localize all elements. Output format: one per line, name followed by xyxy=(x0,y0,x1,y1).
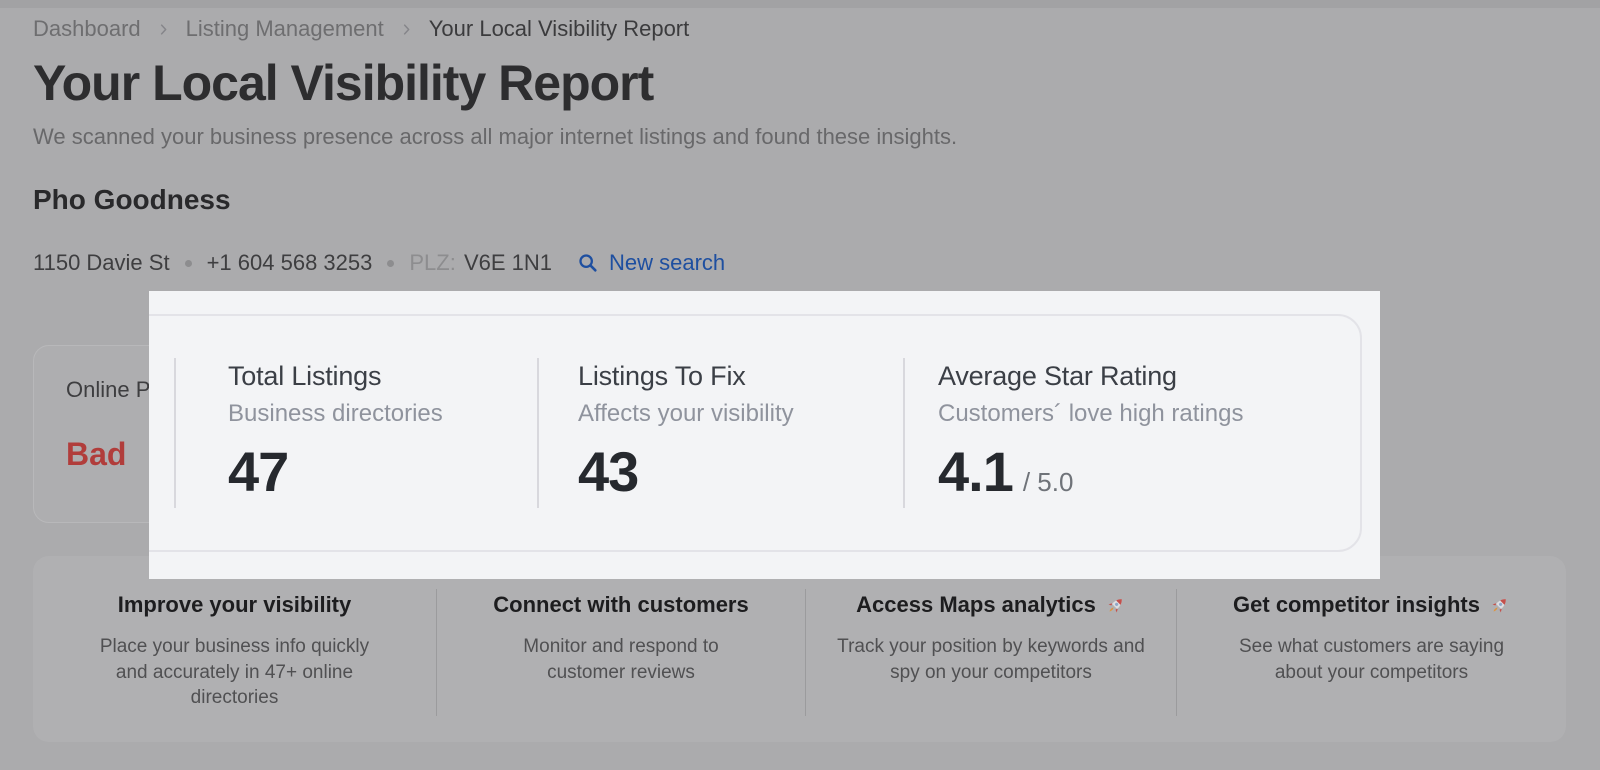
promo-title: Access Maps analytics xyxy=(856,592,1126,618)
stat-value-row: 43 xyxy=(578,444,794,500)
promo-description: Track your position by keywords and spy … xyxy=(837,636,1145,683)
promo-description: Place your business info quickly and acc… xyxy=(99,636,370,709)
page-subtitle: We scanned your business presence across… xyxy=(33,124,958,149)
vertical-divider xyxy=(1176,589,1177,716)
rocket-icon xyxy=(1105,595,1126,616)
promo-description: See what customers are saying about your… xyxy=(1238,636,1505,683)
spotlight-highlight-area: Total Listings Business directories 47 L… xyxy=(149,291,1380,579)
stat-value: 47 xyxy=(228,440,289,503)
stat-value-row: 47 xyxy=(228,444,443,500)
new-search-label: New search xyxy=(609,250,726,275)
stat-value: 4.1 xyxy=(938,440,1014,503)
dot-separator xyxy=(387,259,395,267)
promo-title: Get competitor insights xyxy=(1233,592,1510,618)
business-name: Pho Goodness xyxy=(33,184,231,215)
postal-label: PLZ: xyxy=(409,250,456,275)
promo-maps-analytics: Access Maps analytics Track your positio… xyxy=(806,556,1176,742)
stat-suffix: / 5.0 xyxy=(1022,467,1074,497)
promo-strip: Improve your visibility Place your busin… xyxy=(33,556,1566,742)
vertical-divider xyxy=(903,358,905,508)
stat-value: 43 xyxy=(578,440,639,503)
business-address: 1150 Davie St xyxy=(33,250,170,275)
stat-title: Total Listings xyxy=(228,361,382,391)
chevron-right-icon xyxy=(156,22,171,37)
stat-total-listings: Total Listings Business directories 47 xyxy=(228,361,443,500)
promo-title: Improve your visibility xyxy=(117,592,352,617)
vertical-divider xyxy=(537,358,539,508)
vertical-divider xyxy=(174,358,176,508)
promo-title: Connect with customers xyxy=(493,592,749,617)
stats-card-border xyxy=(149,314,1362,552)
new-search-link[interactable]: New search xyxy=(577,250,725,276)
page-title: Your Local Visibility Report xyxy=(33,55,654,111)
stat-listings-to-fix: Listings To Fix Affects your visibility … xyxy=(578,361,794,500)
promo-competitor-insights: Get competitor insights See what custome… xyxy=(1177,556,1566,742)
breadcrumb-current-page: Your Local Visibility Report xyxy=(428,16,690,41)
stat-subtitle: Customers´ love high ratings xyxy=(938,400,1244,427)
business-phone: +1 604 568 3253 xyxy=(206,250,373,275)
vertical-divider xyxy=(805,589,806,716)
chevron-right-icon xyxy=(399,22,414,37)
breadcrumb-dashboard[interactable]: Dashboard xyxy=(33,16,141,41)
business-postal: PLZ: V6E 1N1 xyxy=(409,250,552,276)
search-icon xyxy=(577,252,599,274)
dot-separator xyxy=(184,259,192,267)
stat-average-star-rating: Average Star Rating Customers´ love high… xyxy=(938,361,1243,500)
breadcrumb: Dashboard Listing Management Your Local … xyxy=(33,16,689,42)
stat-subtitle: Business directories xyxy=(228,400,443,427)
stat-title: Listings To Fix xyxy=(578,361,746,391)
online-presence-status-badge: Bad xyxy=(66,436,127,472)
postal-code: V6E 1N1 xyxy=(463,250,553,275)
stat-title: Average Star Rating xyxy=(938,361,1177,391)
rocket-icon xyxy=(1489,595,1510,616)
promo-connect-customers: Connect with customers Monitor and respo… xyxy=(437,556,805,742)
promo-improve-visibility: Improve your visibility Place your busin… xyxy=(33,556,436,742)
breadcrumb-listing-management[interactable]: Listing Management xyxy=(185,16,384,41)
promo-description: Monitor and respond to customer reviews xyxy=(523,636,719,683)
stat-subtitle: Affects your visibility xyxy=(578,400,794,427)
vertical-divider xyxy=(436,589,437,716)
stat-value-row: 4.1 / 5.0 xyxy=(938,444,1243,500)
business-meta-row: 1150 Davie St +1 604 568 3253 PLZ: V6E 1… xyxy=(33,250,725,276)
